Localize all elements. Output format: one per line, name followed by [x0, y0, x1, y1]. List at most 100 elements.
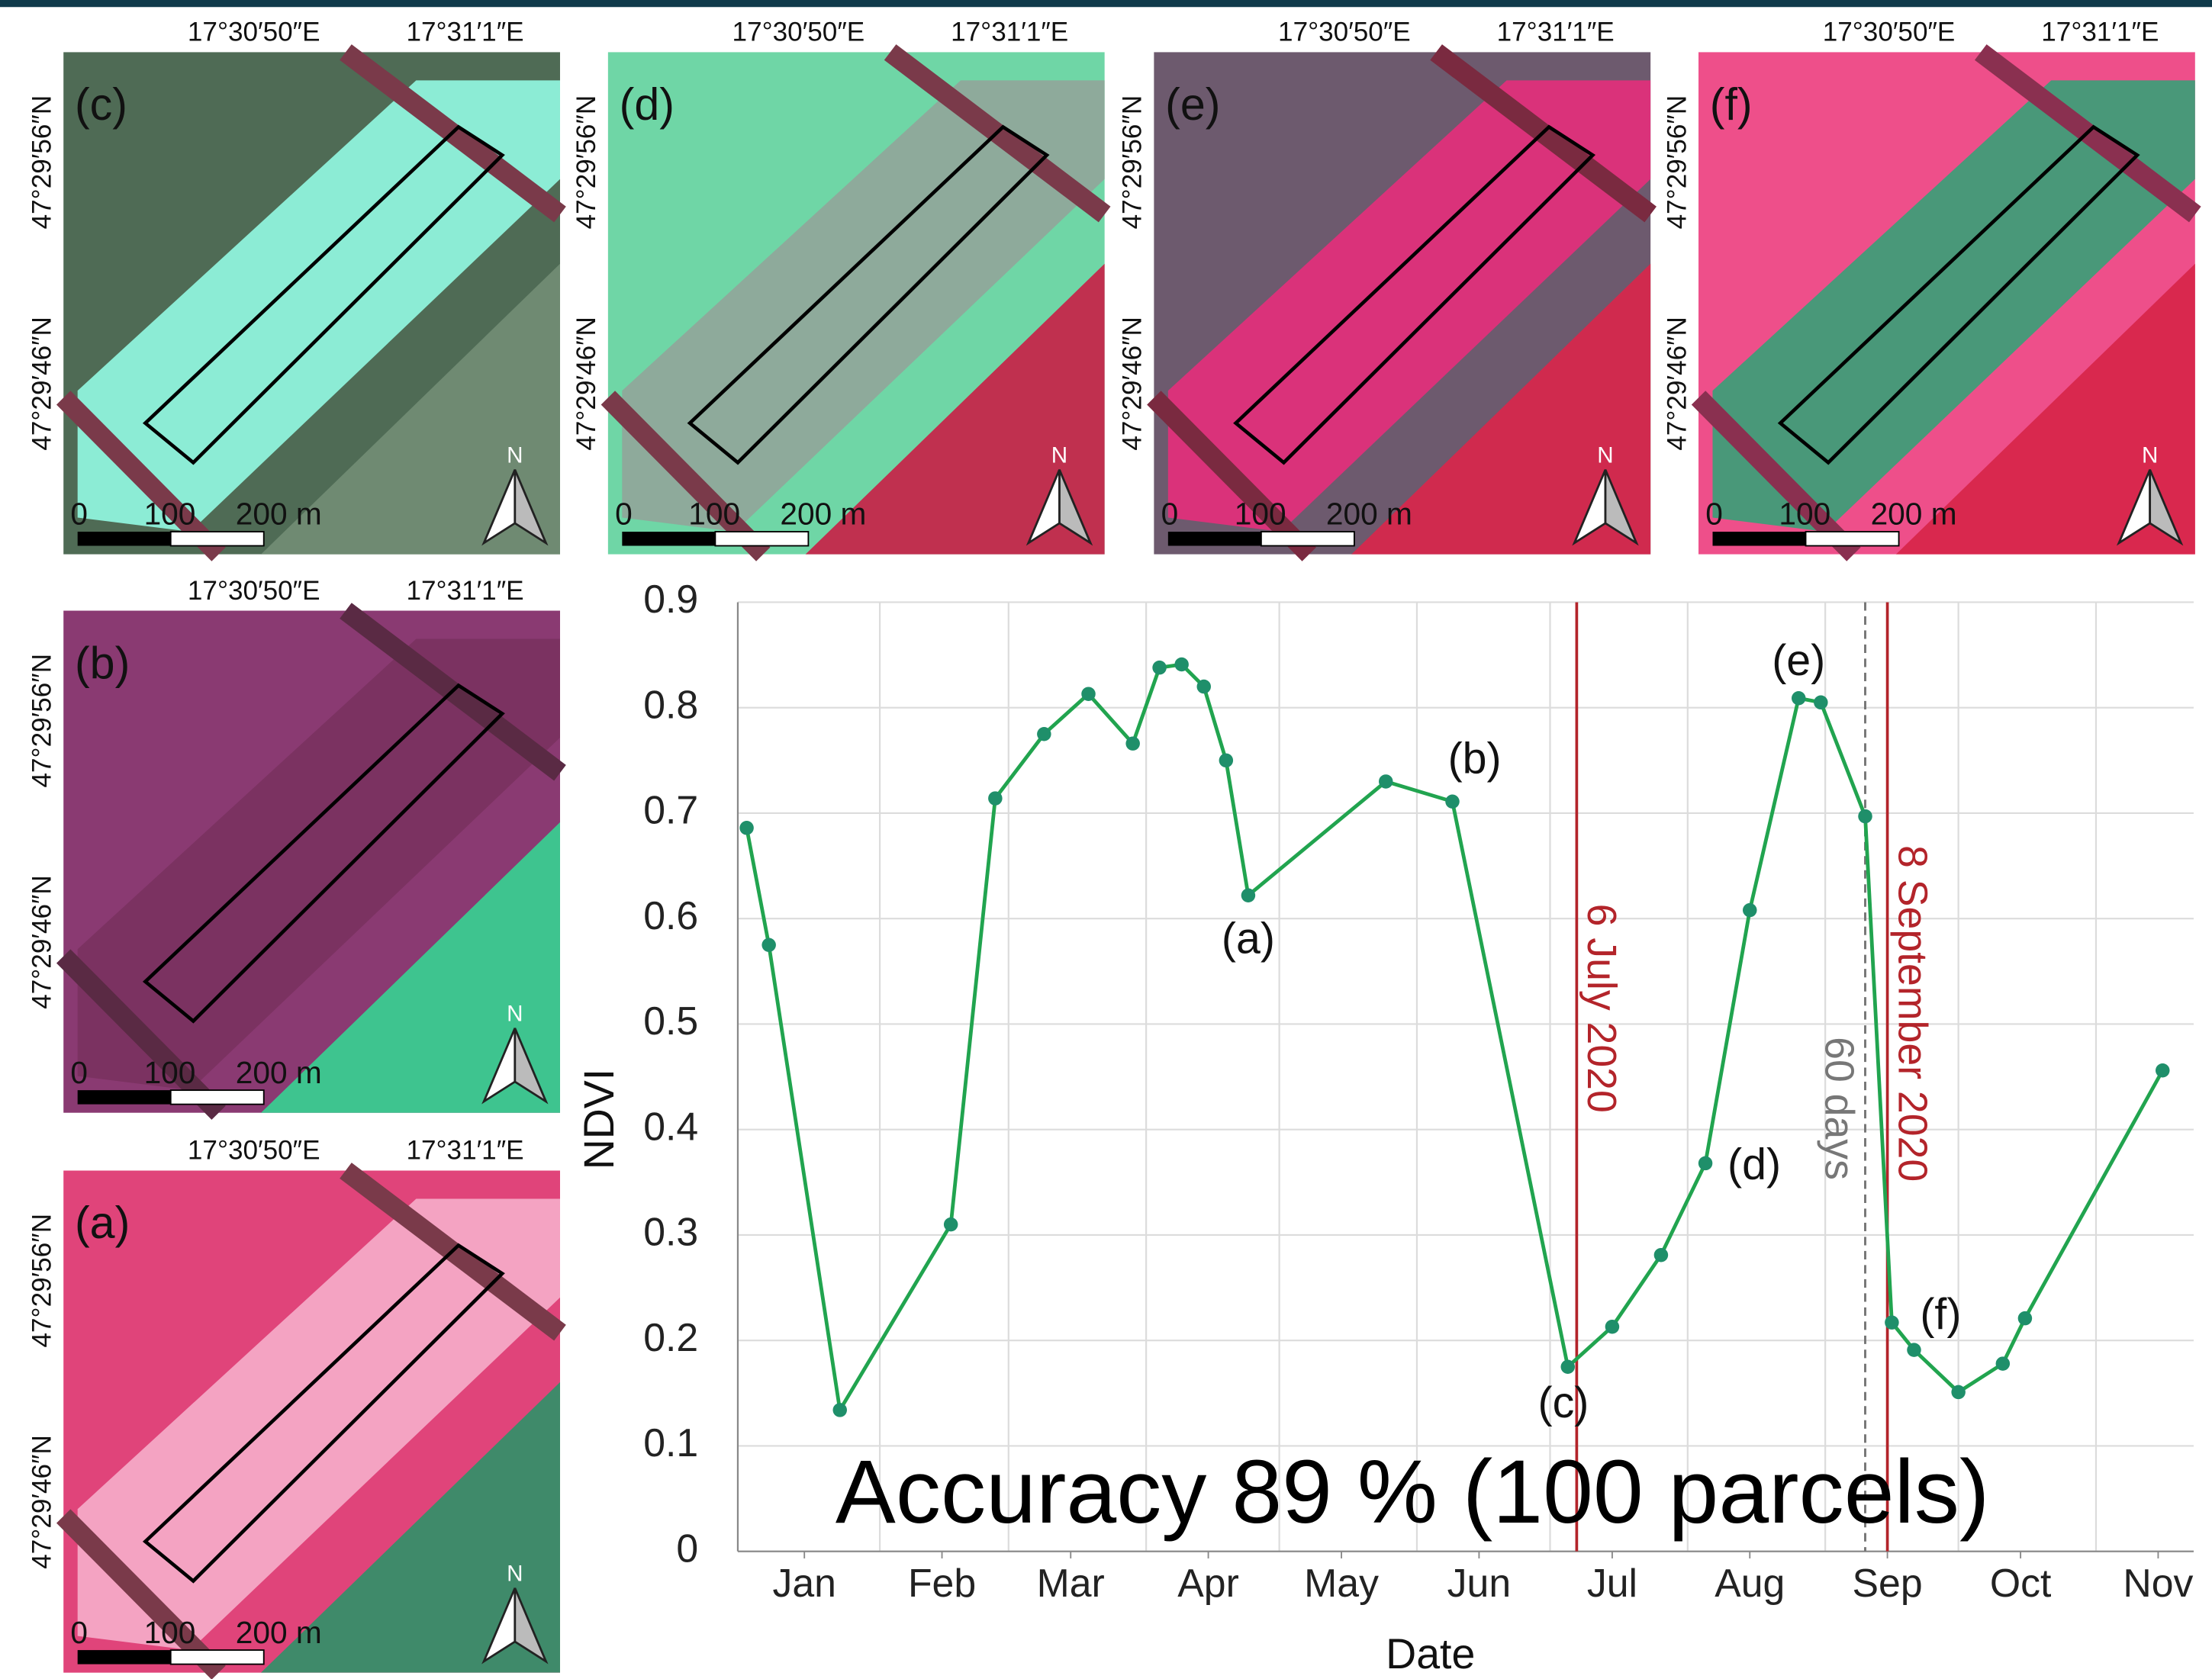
x-tick-label: Oct	[1990, 1561, 2052, 1605]
parcel-outline	[142, 124, 505, 465]
data-point	[1605, 1319, 1620, 1334]
x-tick-label: Aug	[1715, 1561, 1785, 1605]
north-arrow	[2149, 469, 2184, 546]
scale-label: 0	[70, 1055, 88, 1090]
map-road	[56, 949, 226, 1120]
data-point	[1125, 736, 1140, 751]
north-label: N	[2142, 442, 2158, 468]
y-tick-label: 0.6	[643, 893, 698, 938]
scale-bar-black	[622, 531, 716, 546]
lon-label: 17°31′1″E	[406, 18, 523, 47]
scale-bar-black	[1712, 531, 1806, 546]
point-annotation: (c)	[1538, 1378, 1589, 1427]
y-tick-label: 0.2	[643, 1315, 698, 1359]
lat-label: 47°29′56″N	[1118, 95, 1148, 230]
y-tick-label: 0.5	[643, 999, 698, 1043]
north-arrow	[514, 469, 549, 546]
lon-label: 17°30′50″E	[1823, 18, 1956, 47]
north-label: N	[1051, 442, 1067, 468]
scale-label: 200 m	[236, 1055, 322, 1090]
parcel-outline	[687, 124, 1050, 465]
data-point	[1196, 679, 1211, 694]
lon-label: 17°31′1″E	[406, 1136, 523, 1166]
y-tick-label: 0	[676, 1526, 698, 1570]
data-point	[1885, 1315, 1899, 1330]
lon-label: 17°30′50″E	[188, 18, 320, 47]
panel-label: (e)	[1165, 79, 1220, 130]
lon-label: 17°31′1″E	[2041, 18, 2159, 47]
scale-label: 100	[144, 1615, 196, 1650]
lat-label: 47°29′56″N	[27, 1214, 57, 1348]
map-road	[56, 1509, 226, 1679]
data-point	[1653, 1247, 1669, 1262]
data-point	[1743, 902, 1757, 918]
scale-label: 100	[144, 1055, 196, 1090]
data-point	[2156, 1063, 2170, 1078]
data-point	[1241, 888, 1256, 903]
parcel-outline	[142, 1243, 505, 1584]
point-annotation: (b)	[1448, 734, 1502, 783]
x-tick-label: Nov	[2123, 1561, 2193, 1605]
reference-label: 6 July 2020	[1579, 904, 1624, 1113]
lat-label: 47°29′56″N	[572, 95, 601, 230]
lon-label: 17°30′50″E	[188, 1136, 320, 1166]
map-panel: (b) 17°30′50″E 17°31′1″E 47°29′56″N 47°29′46…	[27, 576, 566, 1120]
map-panel: (f) 17°30′50″E 17°31′1″E 47°29′56″N 47°29′46…	[1662, 18, 2201, 561]
north-label: N	[507, 1562, 523, 1587]
scale-label: 0	[70, 1615, 88, 1650]
plot-area	[737, 602, 2194, 1552]
scale-bar-black	[77, 531, 171, 546]
map-panel: (d) 17°30′50″E 17°31′1″E 47°29′56″N 47°29′46…	[572, 18, 1111, 561]
scale-label: 200 m	[1326, 497, 1412, 532]
data-point	[1814, 695, 1828, 710]
y-tick-label: 0.9	[643, 577, 698, 621]
lat-label: 47°29′46″N	[27, 317, 57, 451]
data-point	[1152, 660, 1167, 675]
reference-label: 60 days	[1817, 1037, 1863, 1180]
lat-label: 47°29′46″N	[27, 1435, 57, 1569]
lon-label: 17°31′1″E	[406, 576, 523, 606]
data-point	[1907, 1343, 1921, 1357]
map-road	[1147, 391, 1316, 561]
north-label: N	[507, 1002, 523, 1027]
lon-label: 17°30′50″E	[733, 18, 865, 47]
reference-label: 8 September 2020	[1889, 845, 1935, 1182]
panel-label: (a)	[75, 1197, 130, 1248]
map-field	[77, 1198, 560, 1651]
map-panel: (e) 17°30′50″E 17°31′1″E 47°29′56″N 47°29′46…	[1118, 18, 1657, 561]
scale-label: 200 m	[236, 497, 322, 532]
y-tick-label: 0.8	[643, 682, 698, 726]
map-field	[1167, 80, 1651, 532]
x-tick-label: Apr	[1177, 1561, 1239, 1605]
north-label: N	[1597, 442, 1613, 468]
lon-label: 17°31′1″E	[951, 18, 1068, 47]
y-axis-label: NDVI	[575, 1069, 623, 1169]
scale-label: 0	[70, 497, 88, 532]
scale-label: 100	[1779, 497, 1830, 532]
scale-bar-white	[169, 1649, 265, 1665]
x-tick-label: Jan	[772, 1561, 836, 1605]
lat-label: 47°29′56″N	[27, 654, 57, 788]
parcel-outline	[1233, 124, 1596, 465]
scale-bar-black	[77, 1650, 171, 1665]
lat-label: 47°29′46″N	[1118, 317, 1148, 451]
y-tick-label: 0.3	[643, 1210, 698, 1254]
x-tick-label: Jul	[1587, 1561, 1637, 1605]
scale-label: 100	[688, 497, 740, 532]
data-point	[1560, 1359, 1575, 1374]
data-point	[1379, 774, 1393, 789]
north-arrow	[1604, 469, 1639, 546]
point-annotation: (a)	[1222, 915, 1275, 963]
accuracy-note: Accuracy 89 % (100 parcels)	[836, 1442, 1989, 1542]
scale-label: 100	[144, 497, 196, 532]
panel-label: (c)	[75, 79, 127, 130]
x-axis-label: Date	[1386, 1630, 1475, 1677]
map-region	[1895, 263, 2195, 555]
map-region	[261, 1381, 560, 1673]
map-panel: (c) 17°30′50″E 17°31′1″E 47°29′56″N 47°29′46…	[27, 18, 566, 561]
panel-label: (d)	[620, 79, 675, 130]
map-field	[77, 80, 560, 532]
point-annotation: (e)	[1772, 636, 1825, 685]
north-arrow	[514, 1028, 549, 1105]
